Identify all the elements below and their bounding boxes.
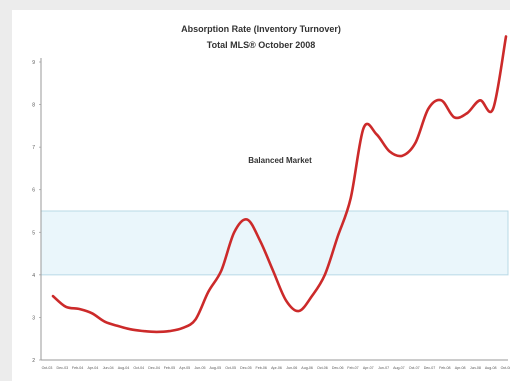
series-point — [233, 231, 235, 234]
series-point — [298, 310, 300, 312]
series-point — [479, 99, 481, 102]
series-point — [324, 274, 326, 276]
x-tick-label: Oct-04 — [133, 366, 144, 370]
x-tick-label: Apr-04 — [88, 366, 99, 370]
series-point — [311, 295, 313, 297]
x-tick-label: Jun-05 — [195, 366, 206, 370]
x-tick-label: Oct-05 — [225, 366, 236, 370]
x-tick-label: Dec-06 — [332, 366, 344, 370]
y-tick-label: 3 — [32, 315, 35, 321]
series-point — [52, 295, 54, 297]
series-point — [505, 35, 507, 38]
series-layer — [51, 35, 508, 334]
series-point — [414, 142, 417, 144]
series-point — [155, 331, 158, 333]
series-point — [492, 108, 494, 110]
series-point — [375, 133, 378, 136]
chart-title: Absorption Rate (Inventory Turnover) — [181, 24, 341, 34]
series-point — [285, 299, 287, 302]
y-tick-label: 7 — [32, 145, 35, 151]
y-tick-label: 8 — [32, 103, 35, 109]
series-point — [142, 330, 145, 332]
series-point — [65, 306, 67, 308]
series-point — [246, 218, 248, 221]
series-line — [51, 35, 508, 334]
axis-layer: 2 3 4 5 6 7 8 9 Oct-03 Dec-03 Feb-04 Apr-04 Jun-04 Au… — [32, 58, 510, 370]
x-tick-label: Aug-07 — [393, 366, 405, 370]
balanced-market-band — [40, 210, 509, 276]
series-point — [440, 99, 443, 102]
x-tick-label: Aug-04 — [118, 366, 130, 370]
x-tick-label: Aug-06 — [301, 366, 313, 370]
series-point — [427, 108, 430, 110]
balanced-band-layer — [40, 210, 509, 276]
x-tick-label: Jun-07 — [378, 366, 389, 370]
x-tick-label: Dec-03 — [57, 366, 69, 370]
series-point — [168, 330, 171, 332]
y-tick-label: 5 — [32, 230, 35, 236]
series-point — [349, 197, 352, 199]
series-point — [272, 269, 274, 272]
x-tick-label: Apr-07 — [363, 366, 374, 370]
balanced-market-label: Balanced Market — [248, 156, 312, 165]
absorption-rate-chart: Absorption Rate (Inventory Turnover) Tot… — [12, 10, 510, 381]
x-tick-label: Aug-08 — [485, 366, 497, 370]
x-tick-label: Aug-05 — [210, 366, 222, 370]
series-point — [220, 269, 223, 272]
x-tick-label: Dec-04 — [148, 366, 160, 370]
x-tick-label: Feb-07 — [347, 366, 358, 370]
y-tick-label: 2 — [32, 358, 35, 364]
series-point — [207, 291, 210, 293]
x-tick-label: Feb-08 — [439, 366, 450, 370]
series-point — [116, 325, 119, 327]
series-point — [104, 320, 106, 323]
chart-canvas: Absorption Rate (Inventory Turnover) Tot… — [32, 24, 510, 370]
x-tick-label: Oct-06 — [317, 366, 328, 370]
chart-subtitle: Total MLS® October 2008 — [207, 40, 316, 50]
series-point — [362, 127, 365, 129]
x-tick-label: Feb-05 — [164, 366, 175, 370]
x-tick-label: Apr-05 — [179, 366, 190, 370]
x-tick-label: Oct-08 — [501, 366, 510, 370]
series-point — [91, 312, 93, 315]
series-point — [388, 150, 391, 153]
x-tick-label: Jun-06 — [286, 366, 297, 370]
series-point — [336, 235, 339, 238]
series-point — [453, 116, 456, 119]
y-tick-label: 6 — [32, 188, 35, 194]
series-point — [259, 240, 261, 242]
x-tick-label: Dec-07 — [424, 366, 436, 370]
series-point — [401, 154, 404, 157]
x-tick-label: Oct-07 — [409, 366, 420, 370]
x-tick-label: Jun-08 — [470, 366, 481, 370]
series-point — [181, 327, 184, 329]
x-tick-label: Feb-04 — [72, 366, 83, 370]
y-tick-label: 4 — [32, 273, 35, 279]
series-point — [466, 112, 469, 114]
x-tick-label: Apr-08 — [455, 366, 466, 370]
x-tick-label: Feb-06 — [256, 366, 267, 370]
series-point — [194, 318, 197, 321]
x-tick-label: Dec-05 — [240, 366, 252, 370]
x-tick-label: Jun-04 — [103, 366, 114, 370]
x-tick-label: Oct-03 — [42, 366, 53, 370]
series-point — [129, 328, 132, 331]
y-tick-label: 9 — [32, 60, 35, 66]
series-point — [78, 308, 80, 310]
x-tick-label: Apr-06 — [271, 366, 282, 370]
